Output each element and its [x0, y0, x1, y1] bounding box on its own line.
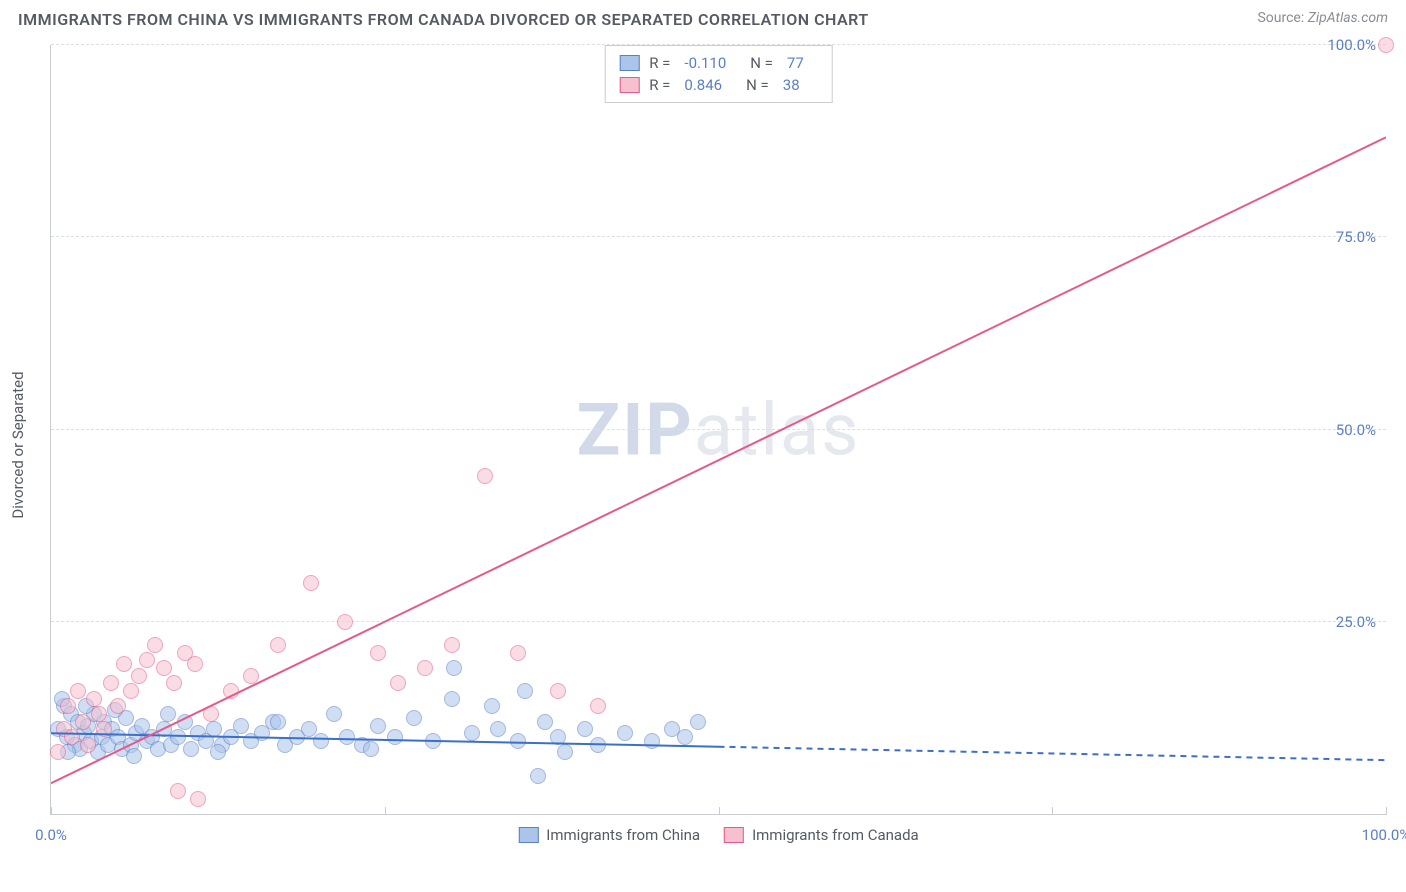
r-value-canada: 0.846 — [684, 76, 722, 94]
data-point — [425, 733, 441, 749]
data-point — [577, 721, 593, 737]
source-label: Source: — [1257, 10, 1304, 26]
data-point — [530, 768, 546, 784]
data-point — [477, 468, 493, 484]
data-point — [370, 645, 386, 661]
data-point — [484, 698, 500, 714]
data-point — [223, 683, 239, 699]
data-point — [444, 691, 460, 707]
data-point — [110, 698, 126, 714]
data-point — [166, 675, 182, 691]
swatch-canada — [619, 77, 639, 93]
r-value-china: -0.110 — [684, 54, 726, 72]
data-point — [64, 729, 80, 745]
data-point — [170, 729, 186, 745]
data-point — [326, 706, 342, 722]
data-point — [126, 748, 142, 764]
data-point — [557, 744, 573, 760]
swatch-canada-icon — [724, 827, 744, 843]
n-value-canada: 38 — [783, 76, 800, 94]
n-value-china: 77 — [787, 54, 804, 72]
legend-series: Immigrants from China Immigrants from Ca… — [518, 826, 918, 844]
data-point — [123, 683, 139, 699]
data-point — [517, 683, 533, 699]
legend-item-china: Immigrants from China — [518, 826, 700, 844]
x-tick-label: 100.0% — [1362, 826, 1406, 844]
plot-area: ZIPatlas R = -0.110 N = 77 R = 0.846 N =… — [50, 45, 1386, 815]
data-point — [444, 637, 460, 653]
data-point — [147, 637, 163, 653]
legend-row-canada: R = 0.846 N = 38 — [619, 74, 818, 96]
data-point — [617, 725, 633, 741]
swatch-china — [619, 55, 639, 71]
watermark: ZIPatlas — [577, 387, 861, 472]
data-point — [210, 744, 226, 760]
y-tick-label: 75.0% — [1336, 228, 1376, 246]
data-point — [131, 668, 147, 684]
legend-item-canada: Immigrants from Canada — [724, 826, 919, 844]
data-point — [183, 741, 199, 757]
data-point — [339, 729, 355, 745]
data-point — [75, 714, 91, 730]
data-point — [446, 660, 462, 676]
legend-correlation: R = -0.110 N = 77 R = 0.846 N = 38 — [604, 45, 833, 103]
data-point — [337, 614, 353, 630]
data-point — [590, 737, 606, 753]
data-point — [313, 733, 329, 749]
data-point — [170, 783, 186, 799]
data-point — [690, 714, 706, 730]
data-point — [50, 744, 66, 760]
data-point — [490, 721, 506, 737]
data-point — [363, 741, 379, 757]
data-point — [550, 729, 566, 745]
data-point — [303, 575, 319, 591]
data-point — [86, 691, 102, 707]
data-point — [406, 710, 422, 726]
data-point — [190, 791, 206, 807]
y-axis-title: Divorced or Separated — [9, 371, 27, 518]
data-point — [187, 656, 203, 672]
data-point — [370, 718, 386, 734]
data-point — [177, 714, 193, 730]
data-point — [1378, 37, 1394, 53]
data-point — [160, 706, 176, 722]
x-tick-label: 0.0% — [35, 826, 67, 844]
y-tick-label: 50.0% — [1336, 421, 1376, 439]
data-point — [233, 718, 249, 734]
data-point — [60, 698, 76, 714]
data-point — [206, 721, 222, 737]
data-point — [510, 733, 526, 749]
y-tick-label: 25.0% — [1336, 613, 1376, 631]
source: Source: ZipAtlas.com — [1257, 10, 1388, 26]
data-point — [96, 721, 112, 737]
data-point — [510, 645, 526, 661]
data-point — [390, 675, 406, 691]
data-point — [270, 714, 286, 730]
y-tick-label: 100.0% — [1327, 36, 1376, 54]
chart-title: IMMIGRANTS FROM CHINA VS IMMIGRANTS FROM… — [18, 10, 869, 29]
data-point — [91, 706, 107, 722]
data-point — [550, 683, 566, 699]
data-point — [70, 683, 86, 699]
data-point — [156, 660, 172, 676]
data-point — [116, 656, 132, 672]
data-point — [590, 698, 606, 714]
data-point — [644, 733, 660, 749]
data-point — [103, 675, 119, 691]
data-point — [203, 706, 219, 722]
data-point — [243, 668, 259, 684]
data-point — [537, 714, 553, 730]
data-point — [139, 652, 155, 668]
data-point — [387, 729, 403, 745]
data-point — [80, 737, 96, 753]
data-point — [270, 637, 286, 653]
legend-row-china: R = -0.110 N = 77 — [619, 52, 818, 74]
data-point — [417, 660, 433, 676]
data-point — [677, 729, 693, 745]
source-value: ZipAtlas.com — [1308, 10, 1388, 26]
swatch-china-icon — [518, 827, 538, 843]
data-point — [464, 725, 480, 741]
